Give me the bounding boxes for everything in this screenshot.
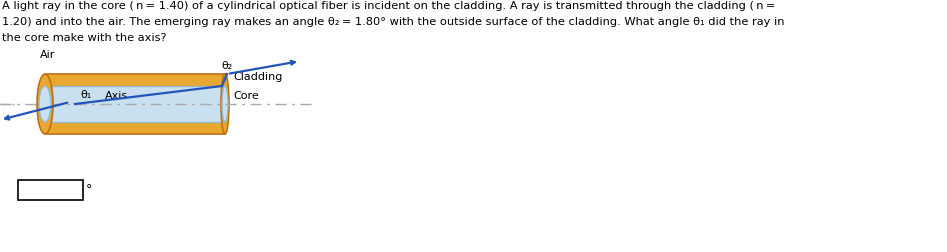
Bar	[45, 74, 225, 134]
Ellipse shape	[222, 86, 228, 122]
Text: Air: Air	[40, 50, 55, 60]
Ellipse shape	[39, 86, 51, 122]
Text: θ₁: θ₁	[80, 90, 91, 100]
Text: A light ray in the core ( n = 1.40) of a cylindrical optical fiber is incident o: A light ray in the core ( n = 1.40) of a…	[2, 1, 776, 11]
Text: θ₂: θ₂	[221, 61, 232, 71]
Text: Core: Core	[233, 91, 259, 101]
Text: °: °	[86, 183, 93, 197]
Text: Cladding: Cladding	[233, 72, 282, 82]
Bar	[45, 86, 225, 122]
Ellipse shape	[221, 74, 229, 134]
Text: the core make with the axis?: the core make with the axis?	[2, 33, 167, 43]
Text: 1.20) and into the air. The emerging ray makes an angle θ₂ = 1.80° with the outs: 1.20) and into the air. The emerging ray…	[2, 17, 784, 27]
Bar	[18, 180, 83, 200]
Text: Axis: Axis	[105, 91, 128, 101]
Ellipse shape	[37, 74, 53, 134]
